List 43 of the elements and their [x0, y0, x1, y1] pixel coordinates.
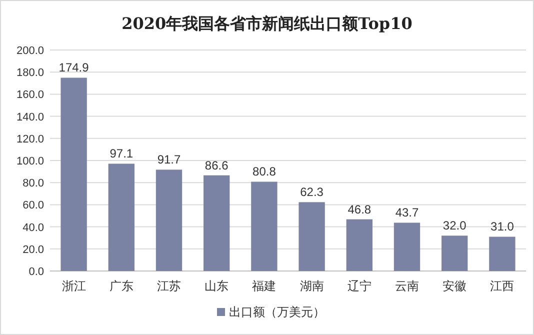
y-tick-label: 80.0: [22, 178, 44, 190]
text: 32.0: [442, 218, 466, 233]
y-tick-label: 180.0: [16, 67, 44, 80]
x-tick-label: 江苏: [157, 279, 181, 293]
y-tick-label: 100.0: [16, 156, 44, 168]
y-tick-label: 20.0: [22, 244, 44, 256]
x-tick-label: 福建: [252, 279, 276, 293]
bar: [251, 182, 278, 271]
bar: [394, 222, 420, 271]
x-tick-label: 湖南: [300, 279, 324, 293]
x-tick-label: 江西: [490, 279, 514, 293]
x-tick-label: 辽宁: [347, 279, 372, 293]
y-tick-label: 200.0: [16, 45, 44, 57]
y-tick-label: 40.0: [22, 222, 44, 234]
bar: [60, 78, 87, 271]
x-tick-label: 安徽: [442, 279, 467, 293]
bar: [489, 236, 516, 271]
text: 31.0: [490, 220, 514, 234]
y-tick-label: 120.0: [16, 133, 44, 146]
bar: [204, 175, 230, 271]
text: 62.3: [300, 185, 324, 200]
x-tick-label: 广东: [109, 279, 134, 293]
bar: [442, 236, 468, 271]
text: 43.7: [395, 206, 419, 220]
y-tick-label: 160.0: [16, 89, 44, 102]
bar: [108, 164, 134, 271]
y-tick-label: 60.0: [22, 200, 44, 212]
text: 86.6: [204, 158, 228, 172]
text: 91.7: [157, 152, 181, 167]
y-tick-label: 0.0: [28, 266, 44, 278]
x-tick-label: 山东: [204, 279, 229, 293]
x-tick-label: 浙江: [62, 279, 86, 293]
bar: [298, 202, 325, 271]
bar: [156, 170, 182, 271]
chart-title: 2020年我国各省市新闻纸出口额Top10: [122, 14, 412, 33]
x-tick-label: 云南: [395, 279, 419, 293]
text: 46.8: [348, 202, 372, 216]
text: 80.8: [252, 164, 276, 179]
y-tick-label: 140.0: [16, 111, 44, 124]
text: 97.1: [110, 146, 134, 161]
bar: [346, 219, 372, 271]
legend: 出口额（万美元）: [217, 305, 325, 319]
text: 174.9: [58, 60, 89, 75]
